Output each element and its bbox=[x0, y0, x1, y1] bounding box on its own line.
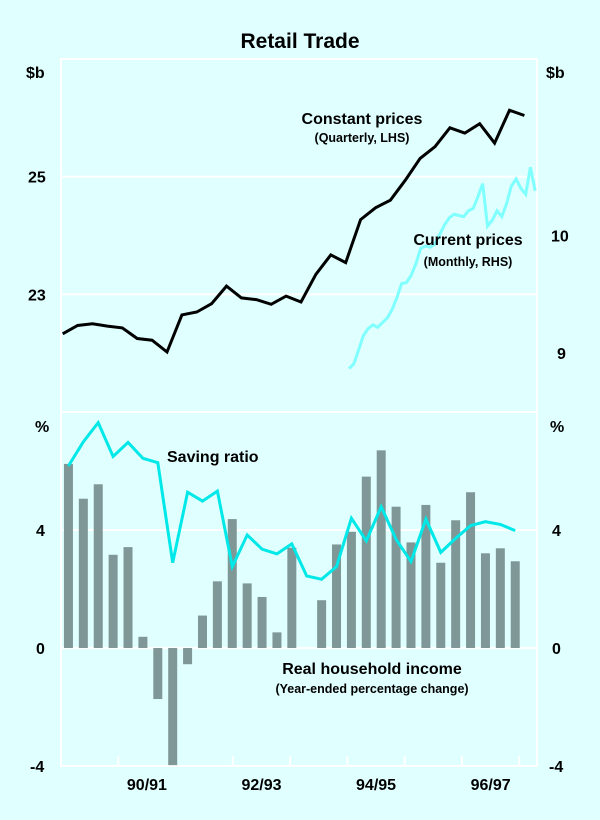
real-income-note: (Year-ended percentage change) bbox=[275, 682, 468, 696]
income-bar bbox=[361, 476, 371, 648]
top-right-tick-label: 9 bbox=[557, 346, 566, 363]
bottom-right-tick-label: -4 bbox=[549, 759, 563, 776]
top-left-tick-label: 25 bbox=[28, 170, 46, 187]
saving-ratio-line bbox=[67, 419, 516, 581]
income-bar bbox=[436, 562, 446, 648]
income-bar bbox=[480, 553, 490, 648]
bottom-left-tick-label: 4 bbox=[36, 523, 45, 540]
constant-prices-note: (Quarterly, LHS) bbox=[315, 131, 410, 145]
income-bar bbox=[346, 531, 356, 648]
income-bar bbox=[257, 596, 267, 648]
top-left-unit-label: $b bbox=[26, 65, 45, 82]
income-bar bbox=[93, 484, 103, 648]
top-right-tick-label: 10 bbox=[551, 229, 569, 246]
income-bar bbox=[317, 600, 327, 648]
x-tick-label: 92/93 bbox=[241, 777, 281, 794]
bottom-right-tick-label: 4 bbox=[552, 523, 561, 540]
x-tick-label: 96/97 bbox=[471, 777, 511, 794]
income-bar bbox=[421, 504, 431, 648]
income-bar bbox=[242, 583, 252, 648]
income-bar bbox=[197, 615, 207, 648]
income-bar bbox=[212, 581, 222, 648]
current-prices-line bbox=[348, 166, 537, 370]
constant-prices-label: Constant prices bbox=[302, 111, 423, 128]
income-bar bbox=[227, 519, 237, 648]
bottom-left-tick-label: 0 bbox=[36, 641, 45, 658]
top-right-unit-label: $b bbox=[546, 65, 565, 82]
series-lines bbox=[61, 108, 537, 581]
income-bar bbox=[406, 542, 416, 648]
bottom-left-unit-label: % bbox=[35, 419, 49, 436]
income-bar bbox=[108, 554, 118, 648]
income-bar bbox=[332, 544, 342, 648]
income-bar bbox=[138, 636, 148, 648]
bottom-panel-frame bbox=[60, 411, 538, 767]
income-bar bbox=[183, 648, 193, 665]
real-income-label: Real household income bbox=[282, 661, 462, 678]
x-tick-label: 94/95 bbox=[356, 777, 396, 794]
bottom-right-unit-label: % bbox=[550, 419, 564, 436]
current-prices-note: (Monthly, RHS) bbox=[424, 255, 513, 269]
top-left-tick-label: 23 bbox=[28, 287, 46, 304]
income-bar bbox=[451, 520, 461, 648]
income-bar bbox=[376, 450, 386, 648]
bottom-left-tick-label: -4 bbox=[30, 759, 44, 776]
plot-frames bbox=[60, 58, 538, 767]
income-bar bbox=[391, 506, 401, 648]
x-tick-label: 90/91 bbox=[127, 777, 167, 794]
income-bar bbox=[123, 547, 133, 648]
income-bar bbox=[495, 548, 505, 648]
bottom-right-tick-label: 0 bbox=[552, 641, 561, 658]
chart-title: Retail Trade bbox=[240, 30, 359, 53]
income-bar bbox=[272, 632, 282, 648]
income-bar bbox=[287, 547, 297, 648]
income-bar bbox=[168, 648, 178, 766]
income-bar bbox=[78, 498, 88, 648]
real-household-income-bars bbox=[63, 450, 520, 766]
saving-ratio-label: Saving ratio bbox=[167, 449, 259, 466]
income-bar bbox=[153, 648, 163, 700]
constant-prices-line bbox=[61, 108, 525, 355]
income-bar bbox=[466, 492, 476, 648]
current-prices-label: Current prices bbox=[413, 232, 522, 249]
income-bar bbox=[510, 561, 520, 648]
income-bar bbox=[63, 463, 73, 648]
axis-ticks: 23 25 9 10 -4 -4 0 0 4 4 90/91 92/93 94/95 96/97 bbox=[28, 170, 569, 794]
